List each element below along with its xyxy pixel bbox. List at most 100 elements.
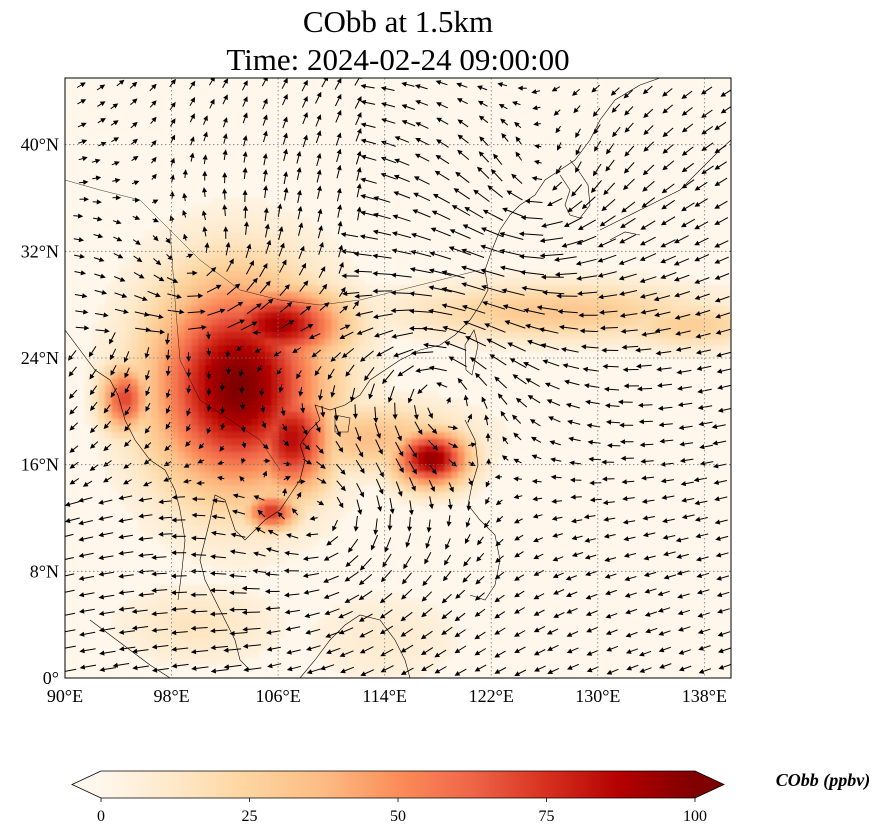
heatmap-cell [717, 284, 725, 292]
heatmap-cell [418, 404, 426, 412]
heatmap-cell [184, 418, 193, 426]
heatmap-cell [504, 304, 512, 312]
heatmap-cell [244, 231, 253, 239]
wind-arrow [334, 93, 342, 107]
heatmap-cell [131, 384, 139, 392]
heatmap-cell [431, 504, 439, 512]
heatmap-cell [98, 418, 106, 426]
heatmap-cell [178, 338, 186, 346]
wind-arrow [336, 480, 346, 492]
heatmap-cell [298, 364, 306, 372]
heatmap-cell [271, 391, 279, 399]
heatmap-cell [704, 311, 712, 319]
heatmap-cell [571, 331, 579, 339]
heatmap-cell [218, 244, 226, 252]
wind-arrow [442, 570, 452, 582]
heatmap-cell [171, 258, 179, 266]
heatmap-cell [204, 611, 213, 619]
heatmap-cell [418, 498, 426, 506]
wind-arrow [497, 393, 508, 405]
heatmap-cell [131, 431, 139, 439]
heatmap-cell [264, 371, 273, 379]
wind-arrow [584, 537, 596, 543]
heatmap-cell [418, 431, 426, 439]
wind-arrow [624, 145, 635, 157]
wind-arrow [441, 610, 453, 620]
heatmap-cell [564, 298, 572, 306]
heatmap-cell [251, 344, 259, 352]
heatmap-cell [264, 631, 273, 639]
wind-arrow [447, 498, 453, 510]
wind-arrow [624, 592, 637, 598]
wind-arrow [132, 197, 141, 203]
heatmap-cell [324, 624, 332, 632]
wind-arrow [480, 268, 505, 277]
x-tick-label: 138°E [682, 686, 727, 706]
heatmap-cell [105, 391, 113, 399]
heatmap-cell [224, 284, 233, 292]
heatmap-cell [438, 491, 446, 499]
heatmap-cell [231, 398, 239, 406]
heatmap-cell [98, 324, 106, 332]
heatmap-cell [138, 618, 146, 626]
wind-arrow [320, 405, 326, 418]
heatmap-cell [264, 264, 273, 272]
heatmap-cell [138, 424, 146, 432]
heatmap-cell [611, 331, 619, 339]
heatmap-cell [491, 304, 499, 312]
heatmap-cell [324, 484, 332, 492]
heatmap-cell [644, 311, 652, 319]
heatmap-cell [151, 624, 159, 632]
heatmap-cell [111, 324, 119, 332]
heatmap-cell [124, 458, 133, 466]
heatmap-cell [184, 391, 193, 399]
heatmap-cell [504, 338, 512, 346]
heatmap-cell [231, 211, 239, 219]
heatmap-cell [158, 318, 166, 326]
heatmap-cell [318, 504, 326, 512]
heatmap-cell [471, 344, 479, 352]
heatmap-cell [444, 438, 452, 446]
wind-arrow [171, 550, 187, 556]
heatmap-cell [258, 364, 266, 372]
heatmap-cell [464, 278, 472, 286]
heatmap-cell [338, 304, 346, 312]
heatmap-cell [204, 644, 213, 652]
wind-arrow [462, 224, 484, 235]
heatmap-cell [398, 418, 406, 426]
heatmap-cell [131, 638, 139, 646]
wind-arrow [74, 293, 88, 299]
heatmap-cell [211, 411, 219, 419]
heatmap-cell [204, 218, 213, 226]
heatmap-cell [131, 371, 139, 379]
wind-arrow [323, 552, 339, 561]
heatmap-cell [138, 438, 146, 446]
heatmap-cell [364, 671, 372, 678]
heatmap-cell [158, 611, 166, 619]
heatmap-cell [684, 304, 692, 312]
heatmap-cell [311, 638, 319, 646]
heatmap-cell [231, 278, 239, 286]
heatmap-cell [597, 298, 606, 306]
heatmap-cell [231, 631, 239, 639]
heatmap-cell [304, 291, 313, 299]
heatmap-cell [657, 291, 665, 299]
wind-arrow [302, 112, 308, 125]
wind-arrow [77, 99, 87, 105]
heatmap-cell [724, 284, 731, 292]
heatmap-cell [204, 258, 213, 266]
heatmap-cell [271, 464, 279, 472]
heatmap-cell [457, 478, 466, 486]
wind-arrow [318, 389, 323, 401]
heatmap-cell [291, 211, 299, 219]
heatmap-cell [711, 298, 719, 306]
heatmap-cell [451, 338, 459, 346]
wind-arrow [114, 292, 128, 298]
colorbar: 0 25 50 75 100 CObb (ppbv) [71, 770, 870, 825]
heatmap-cell [224, 591, 233, 599]
heatmap-cell [304, 544, 313, 552]
heatmap-cell [384, 471, 392, 479]
heatmap-cell [637, 318, 646, 326]
heatmap-cell [644, 271, 652, 279]
heatmap-cell [551, 271, 559, 279]
